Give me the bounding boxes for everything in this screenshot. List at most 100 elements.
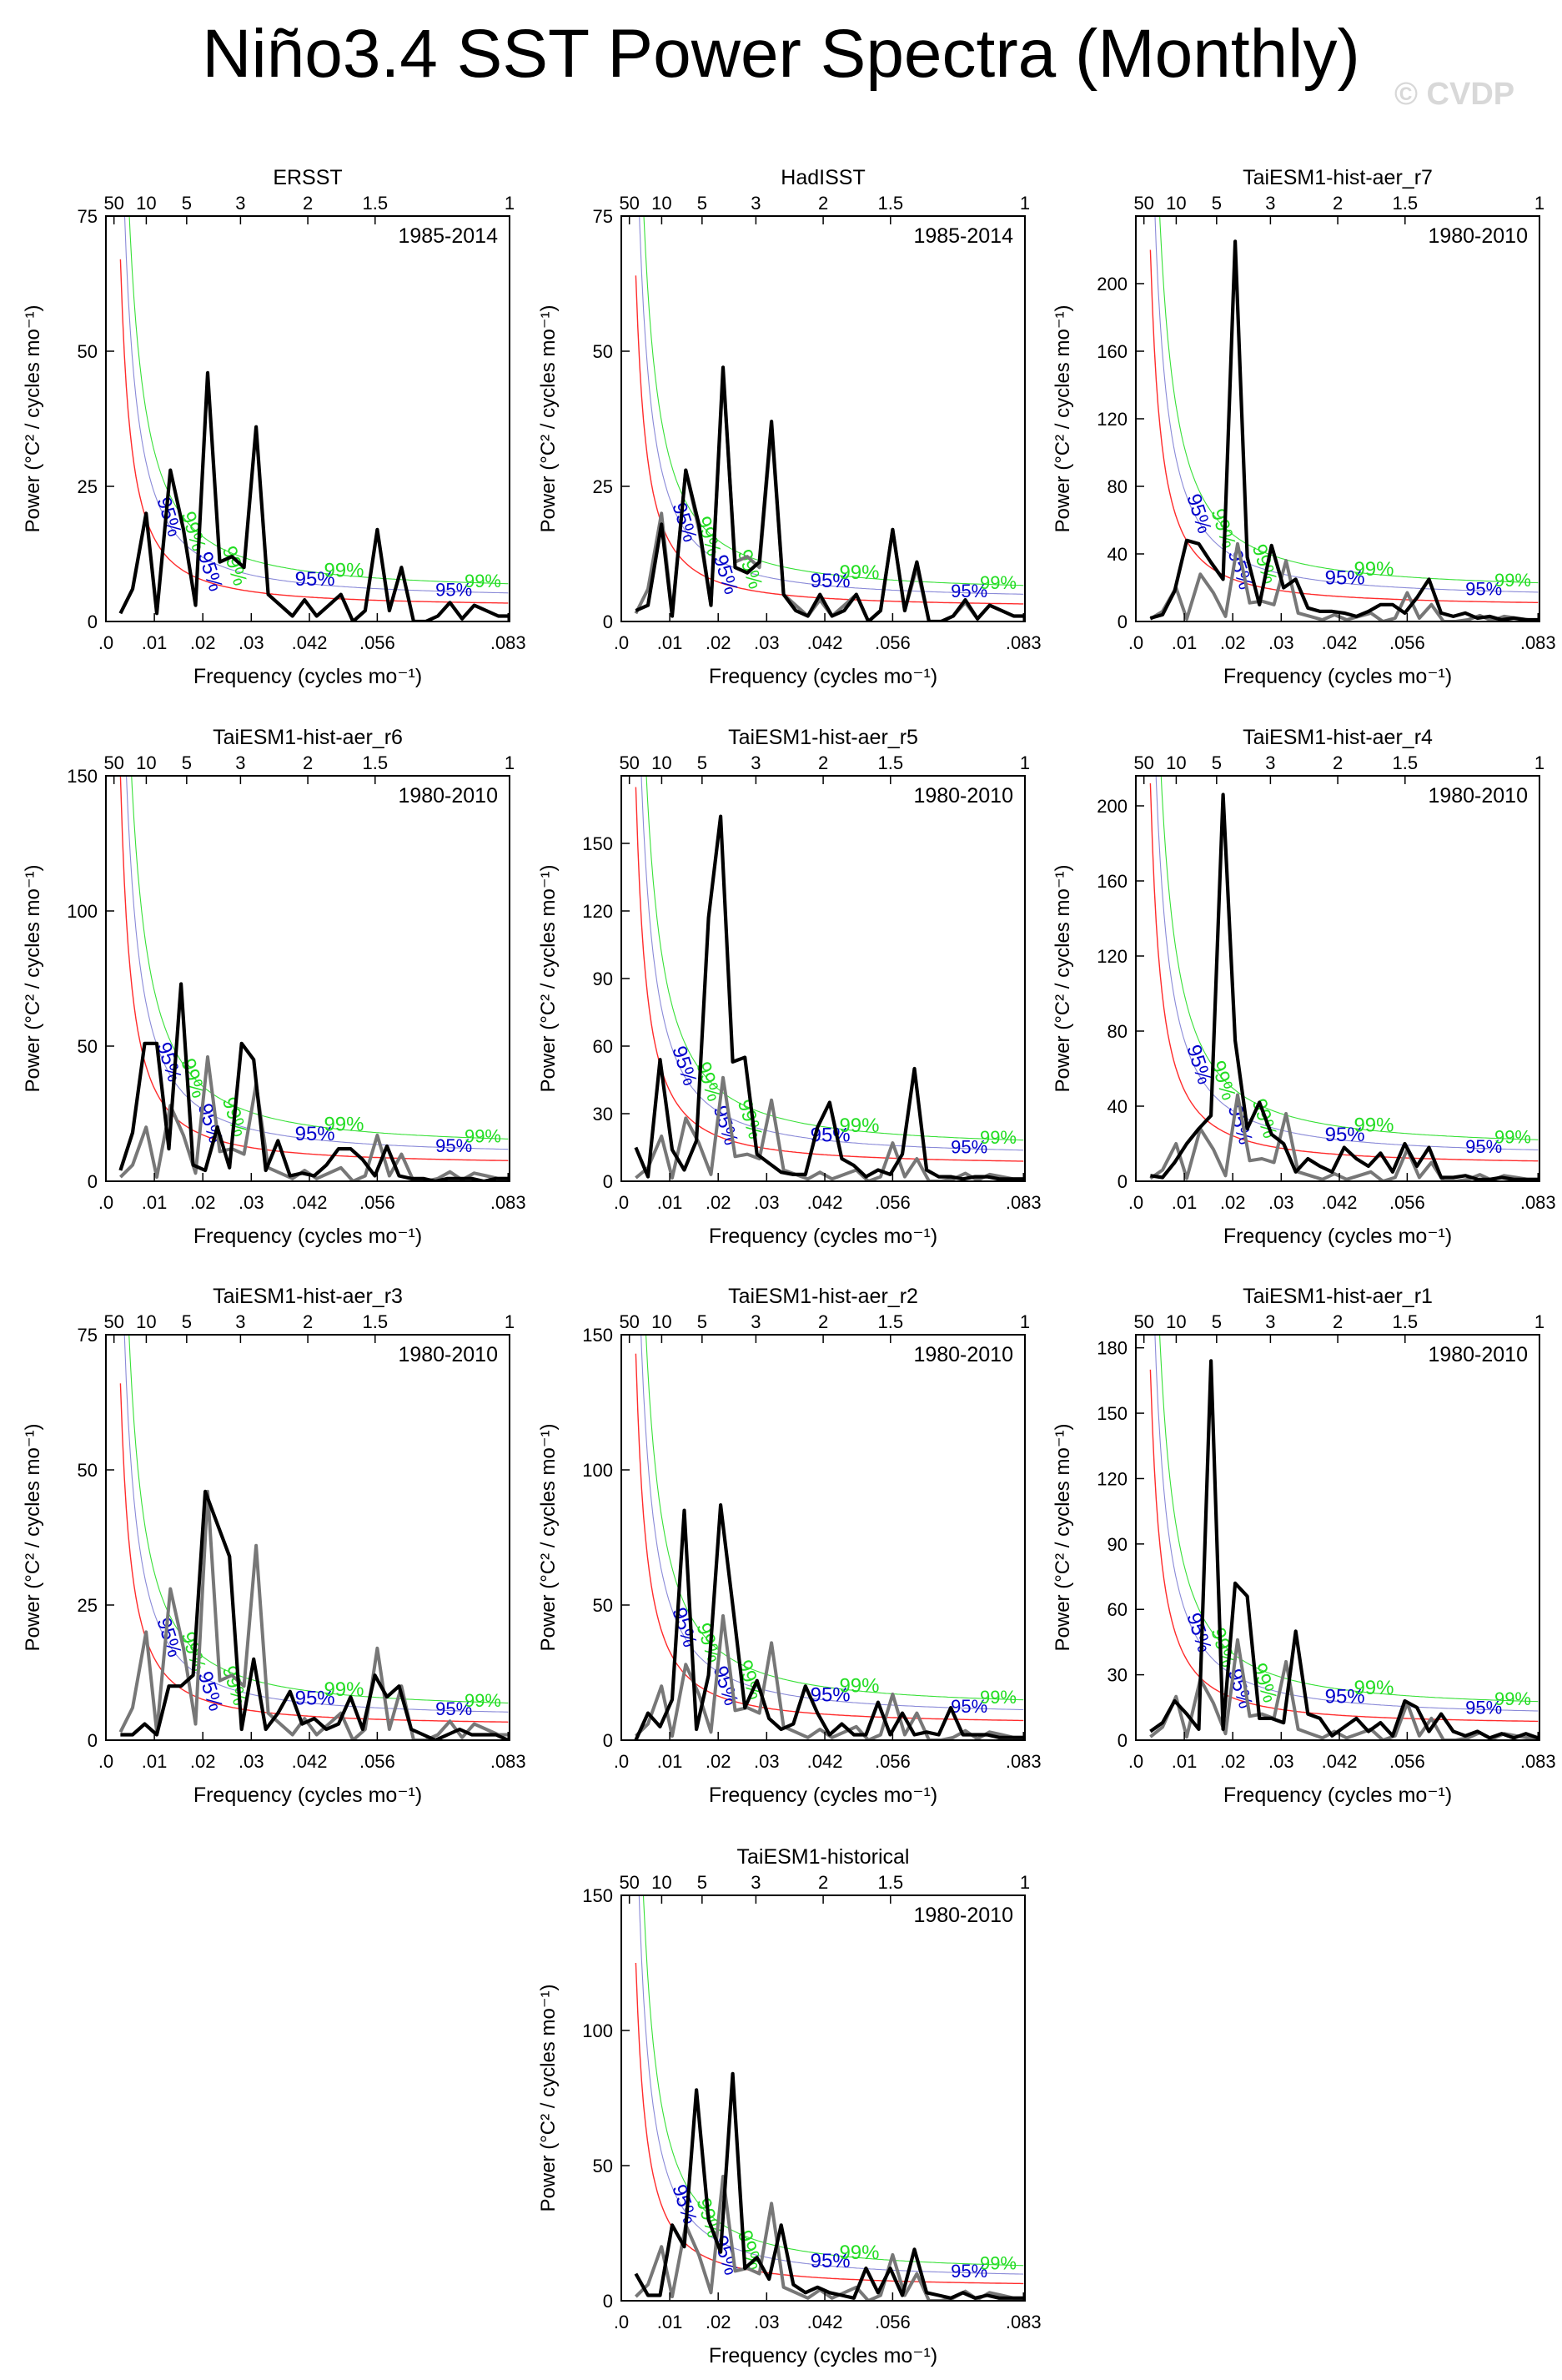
y-tick-label: 180 (1097, 1338, 1128, 1359)
top-tick-label: 1.5 (362, 752, 388, 773)
conf95-curve (1154, 1335, 1539, 1712)
y-tick-label: 150 (582, 1325, 613, 1346)
top-tick-label: 2 (303, 1311, 313, 1332)
y-tick-label: 200 (1097, 274, 1128, 294)
series-line-ersst (118, 1055, 509, 1181)
top-tick-label: 3 (751, 1872, 761, 1893)
y-tick-label: 75 (78, 206, 98, 227)
top-tick-label: 2 (818, 193, 828, 214)
y-tick-label: 100 (582, 1460, 613, 1481)
top-tick-label: 3 (751, 752, 761, 773)
red-noise-curve (635, 275, 1024, 605)
x-tick-label: .03 (239, 1751, 264, 1772)
y-tick-label: 50 (78, 341, 98, 362)
top-tick-label: 1 (1534, 1311, 1544, 1332)
y-tick-label: 30 (1107, 1665, 1128, 1686)
panel-period: 1985-2014 (913, 224, 1013, 248)
top-tick-label: 10 (136, 193, 156, 214)
red-noise-curve (1149, 249, 1539, 603)
top-tick-label: 1 (1020, 1311, 1030, 1332)
panel-period: 1980-2010 (913, 1904, 1013, 1927)
top-tick-label: 10 (136, 1311, 156, 1332)
series-line-ersst (118, 370, 509, 621)
top-tick-label: 3 (1265, 193, 1275, 214)
x-tick-label: .02 (706, 632, 731, 653)
label-95-tail: 95% (1465, 1698, 1502, 1718)
top-tick-label: 5 (182, 1311, 192, 1332)
x-tick-label: .042 (292, 1751, 328, 1772)
top-tick-label: 2 (303, 193, 313, 214)
y-axis-label: Power (°C² / cycles mo⁻¹) (1052, 865, 1074, 1093)
top-tick-label: 10 (136, 752, 156, 773)
conf99-curve (128, 216, 509, 585)
label-95-tail: 95% (951, 581, 987, 601)
x-tick-label: .01 (142, 1751, 168, 1772)
x-tick-label: .02 (706, 1192, 731, 1213)
plot-frame (1135, 1334, 1540, 1741)
y-tick-label: 100 (582, 2020, 613, 2041)
y-tick-label: 0 (603, 1171, 613, 1192)
x-tick-label: .01 (142, 632, 168, 653)
top-tick-label: 5 (1212, 1311, 1222, 1332)
x-axis-label: Frequency (cycles mo⁻¹) (193, 1225, 422, 1248)
spectrum-panel-7: 95%99%95%99% 95%99%95%99%.0.01.02.03.042.… (22, 1285, 526, 1807)
series-line-taiesm1-hist-aer-r5 (634, 814, 1024, 1181)
x-tick-label: .083 (1006, 1192, 1042, 1213)
x-tick-label: .0 (614, 1192, 629, 1213)
x-tick-label: .0 (614, 632, 629, 653)
label-95-tail: 95% (435, 1135, 472, 1156)
x-tick-label: .02 (1220, 1751, 1246, 1772)
x-tick-label: .02 (706, 1751, 731, 1772)
y-tick-label: 200 (1097, 796, 1128, 817)
y-tick-label: 0 (603, 1730, 613, 1751)
top-tick-label: 10 (1166, 752, 1186, 773)
conf99-curve (645, 776, 1024, 1141)
y-tick-label: 25 (78, 476, 98, 497)
x-tick-label: .056 (359, 1192, 395, 1213)
top-tick-label: 50 (1133, 752, 1153, 773)
y-tick-label: 100 (67, 901, 98, 922)
top-tick-label: 5 (697, 1311, 707, 1332)
x-axis-label: Frequency (cycles mo⁻¹) (193, 1784, 422, 1807)
x-tick-label: .083 (1006, 632, 1042, 653)
y-tick-label: 50 (78, 1460, 98, 1481)
y-tick-label: 120 (582, 901, 613, 922)
y-tick-label: 0 (1118, 1730, 1128, 1751)
red-noise-curve (635, 787, 1024, 1162)
y-tick-label: 0 (88, 1171, 98, 1192)
y-tick-label: 0 (603, 611, 613, 632)
plot-frame (1135, 775, 1540, 1182)
red-noise-curve (119, 776, 509, 1161)
panel-title: TaiESM1-hist-aer_r4 (1243, 726, 1433, 749)
label-99-tail: 99% (980, 1687, 1017, 1708)
x-tick-label: .056 (875, 1192, 911, 1213)
red-noise-curve (1149, 1369, 1539, 1723)
panel-title: TaiESM1-hist-aer_r5 (728, 726, 918, 749)
panel-period: 1980-2010 (1428, 224, 1528, 248)
top-tick-label: 1 (1020, 1872, 1030, 1893)
series-line-ersst (635, 1075, 1024, 1181)
y-axis-label: Power (°C² / cycles mo⁻¹) (537, 1424, 560, 1652)
x-tick-label: .083 (1520, 632, 1556, 653)
top-tick-label: 2 (818, 1311, 828, 1332)
top-tick-label: 50 (619, 1872, 639, 1893)
top-tick-label: 10 (1166, 193, 1186, 214)
panel-title: TaiESM1-hist-aer_r1 (1243, 1285, 1433, 1308)
plot-frame (105, 215, 510, 622)
panel-title: TaiESM1-hist-aer_r3 (213, 1285, 403, 1308)
x-tick-label: .056 (359, 632, 395, 653)
y-tick-label: 0 (88, 611, 98, 632)
panel-title: HadISST (781, 166, 865, 189)
conf99-curve (645, 1335, 1024, 1701)
x-tick-label: .02 (706, 2312, 731, 2332)
y-tick-label: 160 (1097, 871, 1128, 892)
label-99-lower: 99% (1354, 1115, 1394, 1137)
top-tick-label: 5 (1212, 193, 1222, 214)
panel-period: 1980-2010 (398, 1343, 498, 1366)
x-tick-label: .042 (292, 632, 328, 653)
page-title: Niño3.4 SST Power Spectra (Monthly) (202, 16, 1360, 92)
label-95-tail: 95% (435, 1698, 472, 1719)
label-99-lower: 99% (324, 1113, 364, 1135)
panel-period: 1980-2010 (913, 1343, 1013, 1366)
y-tick-label: 0 (1118, 611, 1128, 632)
